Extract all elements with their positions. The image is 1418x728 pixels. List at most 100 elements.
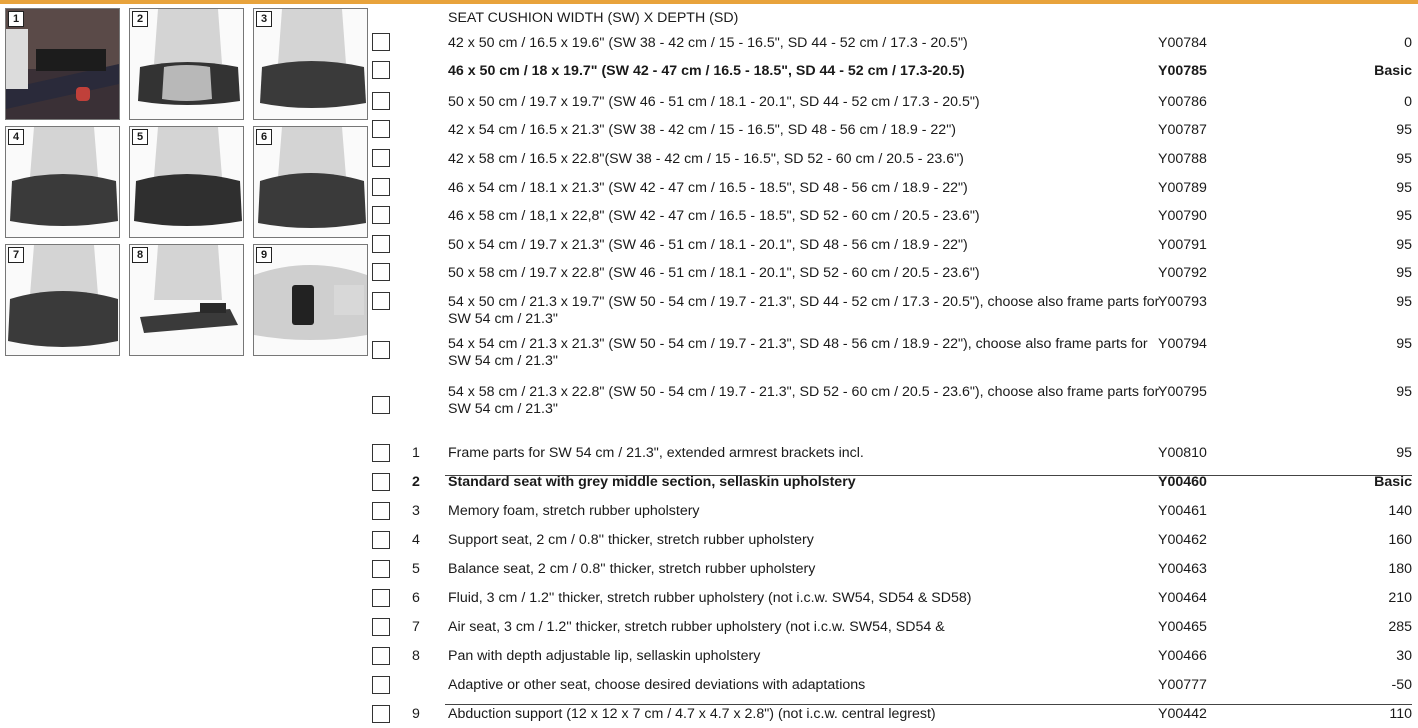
- option-price: Basic: [1374, 63, 1412, 79]
- option-checkbox[interactable]: [372, 444, 390, 462]
- memory-foam-seat-image: [260, 9, 366, 108]
- option-description: Fluid, 3 cm / 1.2'' thicker, stretch rub…: [448, 590, 972, 606]
- option-code: Y00795: [1158, 384, 1207, 400]
- option-price: 95: [1396, 122, 1412, 138]
- option-price: 95: [1396, 151, 1412, 167]
- option-checkbox[interactable]: [372, 502, 390, 520]
- option-checkbox[interactable]: [372, 120, 390, 138]
- option-price: 210: [1388, 590, 1412, 606]
- thumbnail-number: 9: [256, 247, 272, 263]
- option-checkbox[interactable]: [372, 396, 390, 414]
- option-code: Y00790: [1158, 208, 1207, 224]
- option-description: 50 x 54 cm / 19.7 x 21.3" (SW 46 - 51 cm…: [448, 237, 968, 253]
- option-price: 95: [1396, 384, 1412, 400]
- option-price: 95: [1396, 445, 1412, 461]
- option-description: 54 x 50 cm / 21.3 x 19.7" (SW 50 - 54 cm…: [448, 294, 1160, 327]
- option-code: Y00791: [1158, 237, 1207, 253]
- option-checkbox[interactable]: [372, 235, 390, 253]
- option-checkbox[interactable]: [372, 676, 390, 694]
- option-price: 95: [1396, 265, 1412, 281]
- option-description: 42 x 50 cm / 16.5 x 19.6" (SW 38 - 42 cm…: [448, 35, 968, 51]
- option-checkbox[interactable]: [372, 473, 390, 491]
- option-checkbox[interactable]: [372, 292, 390, 310]
- option-checkbox[interactable]: [372, 61, 390, 79]
- option-checkbox[interactable]: [372, 647, 390, 665]
- option-description: 54 x 58 cm / 21.3 x 22.8" (SW 50 - 54 cm…: [448, 384, 1160, 417]
- option-price: 30: [1396, 648, 1412, 664]
- option-description: Frame parts for SW 54 cm / 21.3", extend…: [448, 445, 864, 461]
- standard-seat-image: [138, 9, 240, 105]
- thumbnail-number: 8: [132, 247, 148, 263]
- thumbnail-3: 3: [253, 8, 368, 120]
- top-accent-bar: [0, 0, 1418, 4]
- option-code: Y00789: [1158, 180, 1207, 196]
- option-description: 42 x 54 cm / 16.5 x 21.3" (SW 38 - 42 cm…: [448, 122, 956, 138]
- option-image-number: 5: [412, 561, 420, 577]
- option-image-number: 9: [412, 706, 420, 722]
- option-code: Y00784: [1158, 35, 1207, 51]
- option-checkbox[interactable]: [372, 149, 390, 167]
- option-price: 0: [1404, 35, 1412, 51]
- option-checkbox[interactable]: [372, 589, 390, 607]
- option-code: Y00793: [1158, 294, 1207, 310]
- option-description: Abduction support (12 x 12 x 7 cm / 4.7 …: [448, 706, 936, 722]
- support-seat-image: [10, 127, 118, 226]
- option-price: 95: [1396, 237, 1412, 253]
- option-checkbox[interactable]: [372, 705, 390, 723]
- row-divider: [445, 704, 1412, 705]
- option-code: Y00777: [1158, 677, 1207, 693]
- option-description: 50 x 50 cm / 19.7 x 19.7" (SW 46 - 51 cm…: [448, 94, 980, 110]
- option-image-number: 1: [412, 445, 420, 461]
- fluid-seat-image: [258, 127, 366, 228]
- option-price: -50: [1391, 677, 1412, 693]
- option-description: 50 x 58 cm / 19.7 x 22.8" (SW 46 - 51 cm…: [448, 265, 980, 281]
- option-description: Support seat, 2 cm / 0.8'' thicker, stre…: [448, 532, 814, 548]
- option-code: Y00786: [1158, 94, 1207, 110]
- option-checkbox[interactable]: [372, 341, 390, 359]
- option-description: Standard seat with grey middle section, …: [448, 474, 856, 490]
- option-checkbox[interactable]: [372, 206, 390, 224]
- option-image-number: 6: [412, 590, 420, 606]
- option-code: Y00810: [1158, 445, 1207, 461]
- option-description: Adaptive or other seat, choose desired d…: [448, 677, 866, 693]
- option-code: Y00794: [1158, 336, 1207, 352]
- option-checkbox[interactable]: [372, 178, 390, 196]
- option-description: 46 x 54 cm / 18.1 x 21.3" (SW 42 - 47 cm…: [448, 180, 968, 196]
- thumbnail-2: 2: [129, 8, 244, 120]
- option-price: Basic: [1374, 474, 1412, 490]
- option-checkbox[interactable]: [372, 263, 390, 281]
- thumbnail-number: 1: [8, 11, 24, 27]
- option-description: Balance seat, 2 cm / 0.8'' thicker, stre…: [448, 561, 816, 577]
- option-description: 46 x 50 cm / 18 x 19.7" (SW 42 - 47 cm /…: [448, 63, 965, 79]
- option-checkbox[interactable]: [372, 92, 390, 110]
- option-price: 160: [1388, 532, 1412, 548]
- option-checkbox[interactable]: [372, 33, 390, 51]
- thumbnail-5: 5: [129, 126, 244, 238]
- option-code: Y00464: [1158, 590, 1207, 606]
- option-code: Y00442: [1158, 706, 1207, 722]
- frame-parts-image: [6, 9, 119, 119]
- option-description: Pan with depth adjustable lip, sellaskin…: [448, 648, 761, 664]
- thumbnail-9: 9: [253, 244, 368, 356]
- option-price: 95: [1396, 208, 1412, 224]
- thumbnail-number: 7: [8, 247, 24, 263]
- option-image-number: 8: [412, 648, 420, 664]
- option-price: 110: [1389, 706, 1412, 722]
- section-header: SEAT CUSHION WIDTH (SW) X DEPTH (SD): [448, 10, 739, 26]
- option-image-number: 2: [412, 474, 420, 490]
- thumbnail-number: 5: [132, 129, 148, 145]
- option-description: Memory foam, stretch rubber upholstery: [448, 503, 700, 519]
- option-price: 0: [1404, 94, 1412, 110]
- option-code: Y00463: [1158, 561, 1207, 577]
- thumbnail-8: 8: [129, 244, 244, 356]
- option-code: Y00462: [1158, 532, 1207, 548]
- option-checkbox[interactable]: [372, 618, 390, 636]
- thumbnail-number: 4: [8, 129, 24, 145]
- option-checkbox[interactable]: [372, 531, 390, 549]
- row-divider: [445, 475, 1412, 476]
- option-code: Y00785: [1158, 63, 1207, 79]
- option-checkbox[interactable]: [372, 560, 390, 578]
- thumbnail-7: 7: [5, 244, 120, 356]
- option-code: Y00461: [1158, 503, 1207, 519]
- option-description: Air seat, 3 cm / 1.2'' thicker, stretch …: [448, 619, 945, 635]
